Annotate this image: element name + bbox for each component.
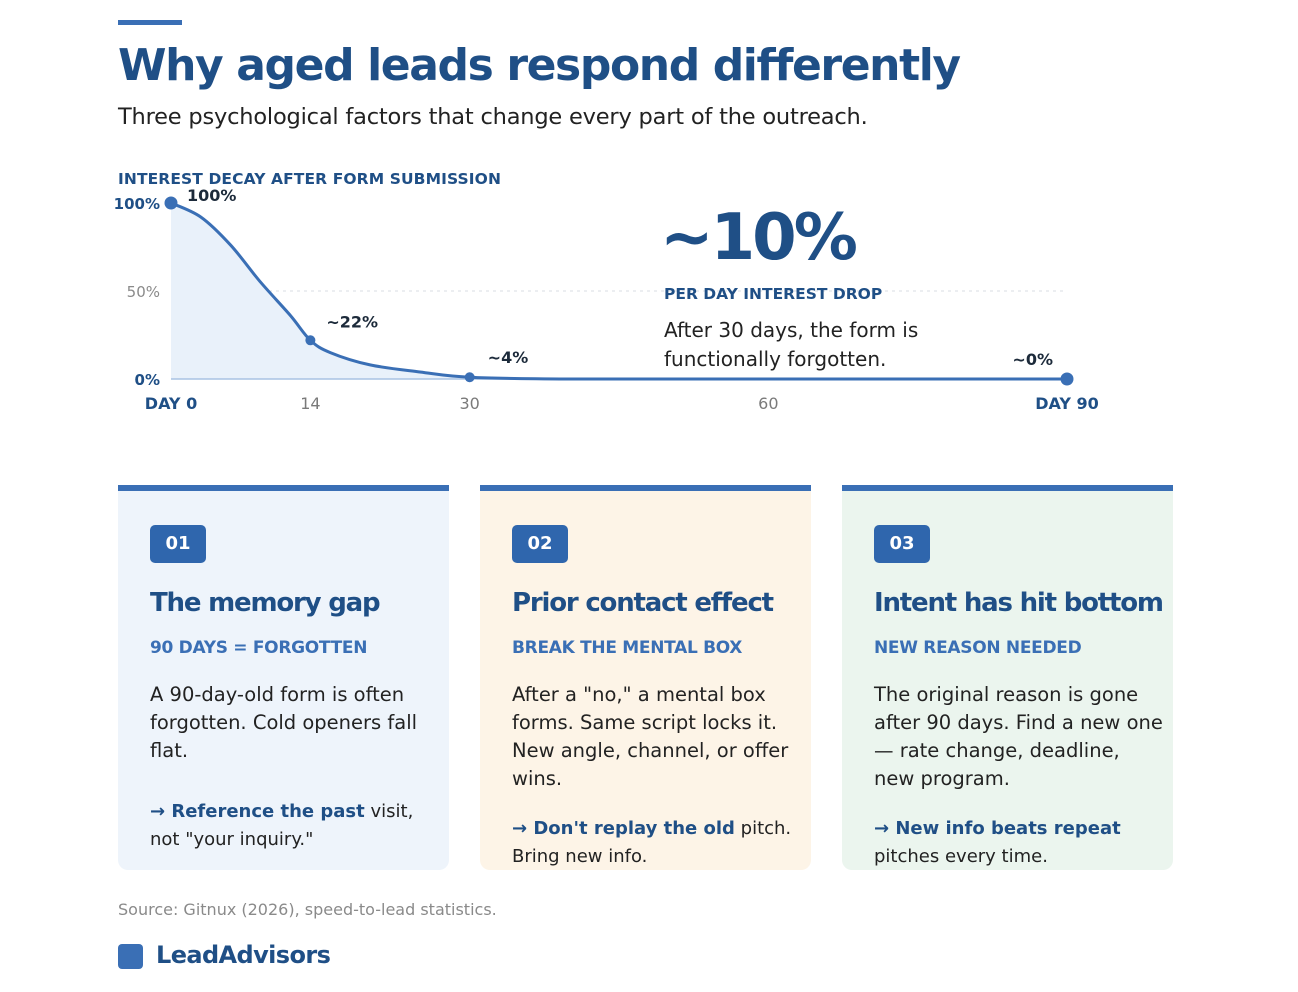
data-label: ~22%: [326, 312, 378, 331]
card-number-badge: 02: [512, 525, 568, 563]
card-memory-gap: 01 The memory gap 90 DAYS = FORGOTTEN A …: [118, 485, 449, 870]
data-label: ~0%: [1012, 350, 1053, 369]
data-point-marker: [164, 196, 178, 210]
x-tick-label: 60: [758, 394, 778, 413]
callout-value: ~10%: [660, 201, 858, 275]
card-number-badge: 03: [874, 525, 930, 563]
card-intent-bottom: 03 Intent has hit bottom NEW REASON NEED…: [842, 485, 1173, 870]
card-title: Prior contact effect: [512, 588, 774, 618]
x-tick-label: DAY 90: [1035, 394, 1099, 413]
card-subtitle: NEW REASON NEEDED: [874, 638, 1082, 658]
card-subtitle: 90 DAYS = FORGOTTEN: [150, 638, 368, 658]
data-label: 100%: [187, 186, 236, 205]
card-body: After a "no," a mental box forms. Same s…: [512, 683, 789, 790]
y-tick-label: 0%: [135, 371, 160, 389]
card-title: Intent has hit bottom: [874, 588, 1164, 618]
page-title: Why aged leads respond differently: [118, 40, 961, 91]
card-tip: → New info beats repeat pitches every ti…: [874, 815, 1164, 871]
card-body: The original reason is gone after 90 day…: [874, 683, 1163, 790]
brand-logo-icon: [118, 944, 143, 969]
decay-curve-line: [170, 201, 1067, 381]
x-tick-label: 30: [459, 394, 479, 413]
card-subtitle: BREAK THE MENTAL BOX: [512, 638, 743, 658]
data-point-marker: [305, 335, 316, 346]
card-tip-lead: → Don't replay the old: [512, 818, 735, 839]
callout-label: PER DAY INTEREST DROP: [664, 285, 883, 303]
data-point-marker: [1060, 372, 1074, 386]
x-tick-label: DAY 0: [145, 394, 197, 413]
card-number-badge: 01: [150, 525, 206, 563]
interest-decay-chart: 100% 50% 0% DAY 0 14 30 60 DAY 90 100% ~22% ~4% ~…: [114, 186, 1099, 413]
top-accent-bar: [118, 20, 182, 25]
x-tick-label: 14: [300, 394, 320, 413]
brand-name: LeadAdvisors: [156, 941, 331, 969]
card-tip-rest: pitches every time.: [874, 846, 1048, 867]
callout-note: After 30 days, the form is functionally …: [664, 318, 919, 371]
card-tip-lead: → Reference the past: [150, 801, 365, 822]
card-tip: → Reference the past visit, not "your in…: [150, 798, 440, 854]
card-tip-rest: visit, not "your inquiry.": [150, 801, 414, 850]
source-citation: Source: Gitnux (2026), speed-to-lead sta…: [118, 900, 497, 919]
y-tick-label: 50%: [127, 283, 160, 301]
curve-area: [171, 203, 1067, 380]
card-prior-contact: 02 Prior contact effect BREAK THE MENTAL…: [480, 485, 811, 870]
chart-title: INTEREST DECAY AFTER FORM SUBMISSION: [118, 170, 502, 188]
card-title: The memory gap: [150, 588, 381, 618]
card-tip-rest: pitch. Bring new info.: [512, 818, 792, 867]
card-tip-lead: → New info beats repeat: [874, 818, 1121, 839]
card-tip: → Don't replay the old pitch. Bring new …: [512, 815, 802, 871]
y-tick-label: 100%: [114, 195, 160, 213]
card-body: A 90-day-old form is often forgotten. Co…: [150, 683, 418, 762]
page-subtitle: Three psychological factors that change …: [118, 104, 868, 130]
data-point-marker: [464, 372, 475, 383]
data-label: ~4%: [488, 348, 529, 367]
